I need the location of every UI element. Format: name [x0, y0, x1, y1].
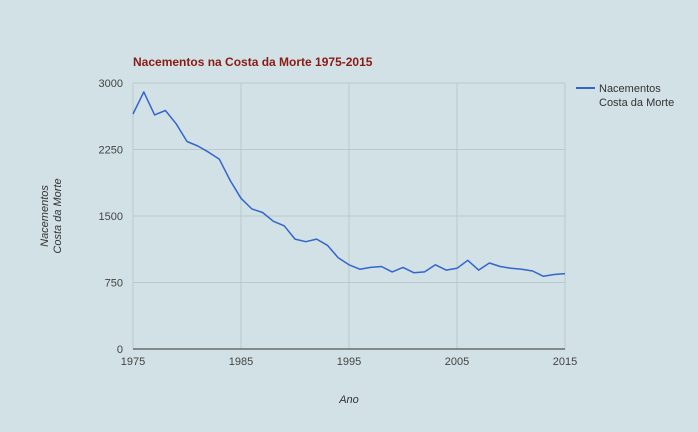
y-axis-ticks: 0 750 1500 2250 3000	[99, 78, 123, 356]
y-tick-label: 3000	[99, 78, 123, 90]
y-tick-label: 0	[117, 344, 123, 356]
y-axis-title-line-2: Costa da Morte	[52, 178, 64, 253]
y-tick-label: 750	[105, 278, 123, 290]
grid	[132, 82, 566, 349]
legend-label-line-1: Nacementos	[599, 83, 661, 95]
y-tick-label: 2250	[99, 145, 123, 157]
legend: Nacementos Costa da Morte	[576, 83, 674, 109]
x-axis-ticks: 1975 1985 1995 2005 2015	[121, 356, 577, 368]
x-tick-label: 2015	[553, 356, 577, 368]
y-axis-title-line-1: Nacementos	[39, 185, 51, 247]
x-axis-title: Ano	[338, 394, 359, 406]
x-tick-label: 1985	[229, 356, 253, 368]
x-tick-label: 1995	[337, 356, 361, 368]
chart-title: Nacementos na Costa da Morte 1975-2015	[133, 55, 373, 69]
legend-label-line-2: Costa da Morte	[599, 97, 674, 109]
x-tick-label: 1975	[121, 356, 145, 368]
x-tick-label: 2005	[445, 356, 469, 368]
series-line-nacementos	[132, 91, 566, 278]
y-axis-title: Nacementos Costa da Morte	[39, 178, 64, 253]
y-tick-label: 1500	[99, 211, 123, 223]
